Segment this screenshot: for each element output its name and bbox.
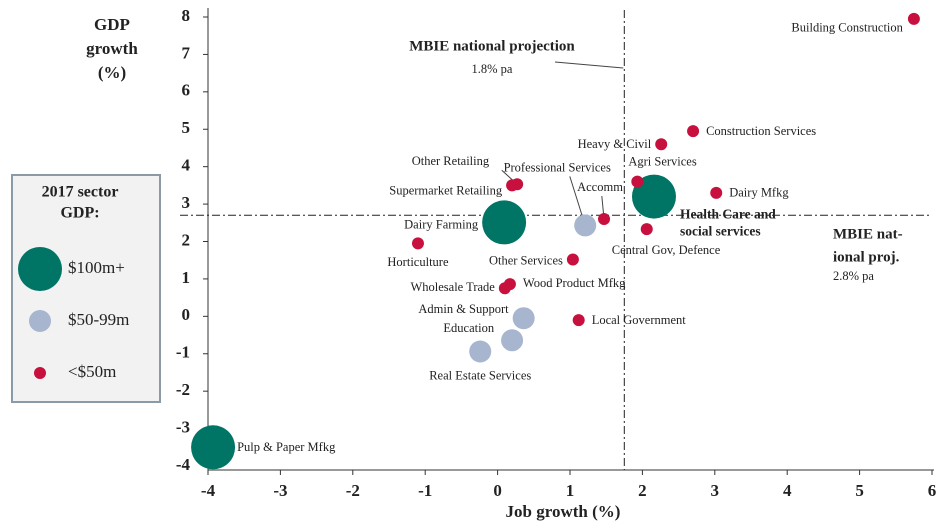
point-label: Wood Product Mfkg [523,276,626,290]
legend-label: $50-99m [68,310,129,329]
legend-label: $100m+ [68,258,125,277]
point [411,237,424,250]
point [640,223,653,236]
legend-marker [34,367,46,379]
point-label: Construction Services [706,124,816,138]
point-label: social services [680,224,761,239]
point [469,340,492,363]
point-label: Wholesale Trade [410,280,495,294]
y-tick-label: 1 [182,268,191,287]
point-label: Local Government [592,313,687,327]
point-label: Admin & Support [418,302,509,316]
point [512,307,535,330]
reference-label: 1.8% pa [472,62,513,76]
legend-marker [18,247,62,291]
y-tick-label: 6 [182,81,191,100]
point [482,200,527,245]
y-tick-label: 0 [182,305,191,324]
point [655,138,668,151]
x-tick-label: -1 [418,481,432,500]
point-label: Supermarket Retailing [389,183,503,197]
legend-title: 2017 sector [42,184,119,201]
x-tick-label: 6 [928,481,937,500]
point-label: Building Construction [791,21,903,35]
point-label: Other Services [489,253,563,267]
y-tick-label: 4 [182,156,191,175]
y-tick-label: 3 [182,193,191,212]
point-label: Dairy Mfkg [729,186,789,200]
point-label: Real Estate Services [429,368,531,382]
point [506,179,519,192]
y-tick-label: -4 [176,455,191,474]
point [191,425,236,470]
x-tick-label: 5 [855,481,864,500]
y-tick-label: -2 [176,380,190,399]
x-tick-label: -2 [346,481,360,500]
point-label: Agri Services [628,155,697,169]
x-tick-label: 4 [783,481,792,500]
legend-marker [29,310,51,332]
y-axis-label: growth [86,39,138,58]
y-tick-label: 8 [182,6,191,25]
y-axis-label: (%) [98,63,126,82]
y-tick-label: 7 [182,43,191,62]
y-tick-label: 5 [182,118,191,137]
point-label: Professional Services [504,160,611,174]
point-label: Education [443,321,494,335]
point-label: Pulp & Paper Mfkg [237,440,336,454]
legend-title: GDP: [60,205,99,222]
reference-label: MBIE nat- [833,226,903,242]
point-label: Other Retailing [412,154,490,168]
point [501,329,524,352]
point [566,253,579,266]
point-label: Health Care and [680,207,776,222]
x-tick-label: 1 [566,481,575,500]
point [498,282,511,295]
point [631,174,676,219]
y-tick-label: -1 [176,343,190,362]
x-tick-label: 0 [493,481,502,500]
y-tick-label: -3 [176,417,190,436]
x-tick-label: 2 [638,481,647,500]
x-tick-label: -3 [273,481,287,500]
point [687,125,700,138]
point-label: Dairy Farming [404,217,479,231]
reference-label: MBIE national projection [409,38,575,54]
point [574,214,597,237]
x-tick-label: 3 [711,481,720,500]
x-axis-label: Job growth (%) [506,502,621,521]
leader-line [554,61,624,69]
point [907,12,920,25]
x-tick-label: -4 [201,481,216,500]
y-axis-label: GDP [94,15,130,34]
point-label: Accomm [577,180,623,194]
point [710,186,723,199]
reference-label: ional proj. [833,249,900,265]
point-label: Central Gov, Defence [612,243,721,257]
point [572,314,585,327]
reference-label: 2.8% pa [833,269,874,283]
point [631,175,644,188]
point-label: Horticulture [387,255,449,269]
point [598,213,611,226]
y-tick-label: 2 [182,230,191,249]
legend-label: <$50m [68,362,116,381]
point-label: Heavy & Civil [578,137,652,151]
